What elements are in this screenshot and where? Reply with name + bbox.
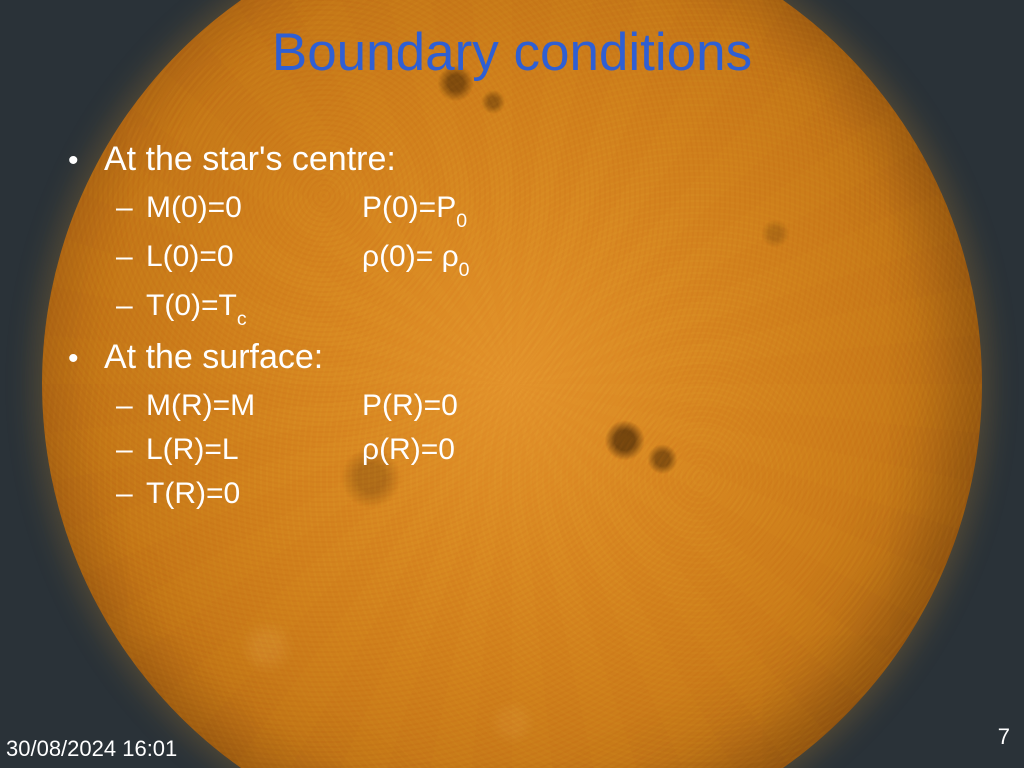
dash-marker: – bbox=[116, 191, 146, 225]
footer-page-number: 7 bbox=[998, 724, 1010, 750]
dash-marker: – bbox=[116, 477, 146, 511]
equation-row: – T(0)=Tc bbox=[116, 289, 470, 328]
equation-row: – M(0)=0 P(0)=P0 bbox=[116, 191, 470, 230]
slide-content: • At the star's centre: – M(0)=0 P(0)=P0… bbox=[68, 140, 470, 521]
heading-text: At the surface: bbox=[104, 338, 323, 377]
eq-mass-centre: M(0)=0 bbox=[146, 191, 362, 230]
bullet-marker: • bbox=[68, 342, 104, 376]
eq-pressure-centre: P(0)=P0 bbox=[362, 191, 467, 230]
eq-luminosity-centre: L(0)=0 bbox=[146, 240, 362, 279]
equation-row: – L(0)=0 ρ(0)= ρ0 bbox=[116, 240, 470, 279]
eq-mass-surface: M(R)=M bbox=[146, 389, 362, 423]
eq-density-centre: ρ(0)= ρ0 bbox=[362, 240, 470, 279]
section-heading-surface: • At the surface: bbox=[68, 338, 470, 377]
dash-marker: – bbox=[116, 289, 146, 323]
heading-text: At the star's centre: bbox=[104, 140, 396, 179]
equation-row: – T(R)=0 bbox=[116, 477, 470, 511]
eq-temperature-surface: T(R)=0 bbox=[146, 477, 362, 511]
slide-title: Boundary conditions bbox=[0, 22, 1024, 83]
dash-marker: – bbox=[116, 240, 146, 274]
eq-temperature-centre: T(0)=Tc bbox=[146, 289, 362, 328]
section-heading-centre: • At the star's centre: bbox=[68, 140, 470, 179]
eq-density-surface: ρ(R)=0 bbox=[362, 433, 455, 467]
slide: Boundary conditions • At the star's cent… bbox=[0, 0, 1024, 768]
equation-row: – M(R)=M P(R)=0 bbox=[116, 389, 470, 423]
dash-marker: – bbox=[116, 389, 146, 423]
footer-timestamp: 30/08/2024 16:01 bbox=[6, 736, 177, 762]
dash-marker: – bbox=[116, 433, 146, 467]
eq-luminosity-surface: L(R)=L bbox=[146, 433, 362, 467]
equation-row: – L(R)=L ρ(R)=0 bbox=[116, 433, 470, 467]
bullet-marker: • bbox=[68, 144, 104, 178]
eq-pressure-surface: P(R)=0 bbox=[362, 389, 458, 423]
